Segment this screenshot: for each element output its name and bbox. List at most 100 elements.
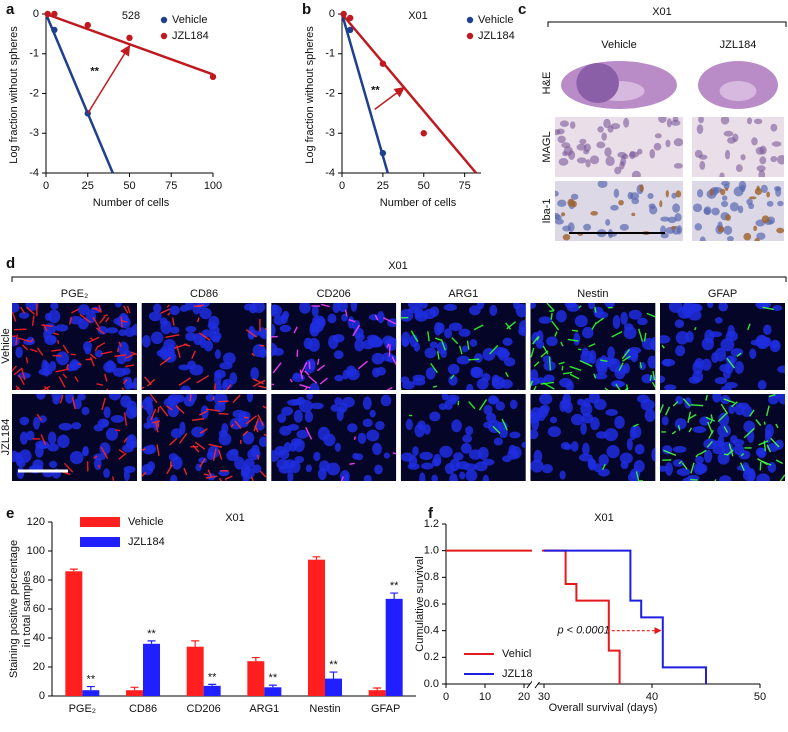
cell [604, 428, 619, 442]
cell [718, 303, 729, 312]
column-label: Nestin [577, 288, 608, 300]
stain [554, 331, 558, 337]
stain [100, 446, 109, 459]
cell [294, 455, 305, 464]
cell [19, 431, 28, 445]
cell [283, 441, 292, 453]
cell [626, 438, 633, 451]
cell [57, 434, 70, 449]
stain [194, 441, 206, 450]
panel-title: X01 [388, 260, 408, 272]
column-label: CD206 [317, 288, 351, 300]
stain [763, 421, 766, 425]
cell [559, 470, 566, 480]
cell [703, 206, 712, 215]
cell [601, 132, 607, 141]
cell [628, 309, 642, 320]
y-tick-label: 0.8 [424, 571, 439, 583]
cell [18, 311, 30, 319]
cell [383, 452, 390, 459]
cell [82, 445, 89, 456]
stain [25, 357, 29, 364]
cell [304, 410, 314, 423]
cell [450, 396, 457, 405]
cell [223, 378, 233, 389]
stain [567, 338, 579, 342]
stain [175, 405, 185, 414]
cell [611, 380, 624, 388]
cell [589, 155, 600, 165]
cell [573, 332, 581, 346]
cell [605, 219, 611, 226]
cell [238, 411, 251, 422]
cell [555, 214, 562, 220]
cell [33, 416, 41, 430]
y-tick-label: 100 [27, 545, 45, 557]
stain [125, 364, 135, 368]
stain [466, 340, 470, 350]
stain [159, 405, 169, 417]
stain [770, 437, 780, 448]
cell [170, 474, 178, 481]
cell [561, 212, 566, 217]
cell [77, 394, 86, 401]
y-tick-label: -1 [325, 48, 335, 60]
cell [567, 198, 575, 207]
data-point [126, 34, 133, 42]
cell [654, 133, 662, 139]
y-tick-label: 0 [329, 8, 335, 20]
cell [614, 166, 622, 175]
stain [85, 358, 93, 361]
cell [758, 170, 766, 177]
x-tick-label: 25 [377, 180, 389, 192]
error-bar [208, 683, 217, 686]
stain [272, 362, 282, 374]
cell [502, 455, 512, 463]
cell [36, 394, 46, 400]
stain [435, 337, 442, 341]
column-label: PGE₂ [61, 288, 89, 300]
stain [762, 306, 774, 311]
cell [186, 394, 197, 403]
cell [50, 303, 59, 310]
cell [701, 337, 715, 351]
cell [350, 303, 358, 312]
x-tick-label: PGE₂ [69, 703, 97, 715]
stain [122, 378, 128, 385]
cell [371, 337, 384, 348]
cell [209, 325, 220, 335]
x-axis-label: Number of cells [93, 197, 170, 209]
cell [574, 314, 588, 328]
stain [218, 400, 229, 403]
cell [185, 332, 197, 342]
stain [478, 399, 488, 411]
cell [431, 474, 438, 481]
stain [189, 394, 192, 402]
stain [506, 321, 517, 330]
stain [710, 414, 713, 420]
y-axis-label: Log fraction without spheres [8, 26, 20, 164]
cell [605, 156, 615, 167]
cell [414, 423, 425, 438]
micrograph [271, 303, 397, 390]
stain [569, 373, 580, 380]
stain [352, 324, 361, 337]
micrograph [555, 53, 683, 113]
cell [246, 394, 254, 403]
bar [65, 571, 83, 696]
stain [348, 319, 356, 323]
cell [614, 415, 625, 429]
stain [595, 317, 604, 325]
stain [218, 477, 223, 481]
cell [581, 413, 594, 424]
cell [596, 141, 606, 149]
cell [169, 305, 180, 316]
cell [424, 347, 437, 359]
cell [692, 203, 703, 213]
stain [271, 383, 275, 386]
cell [606, 445, 620, 459]
stain [743, 427, 755, 439]
stain [374, 314, 379, 321]
stain [717, 412, 727, 422]
